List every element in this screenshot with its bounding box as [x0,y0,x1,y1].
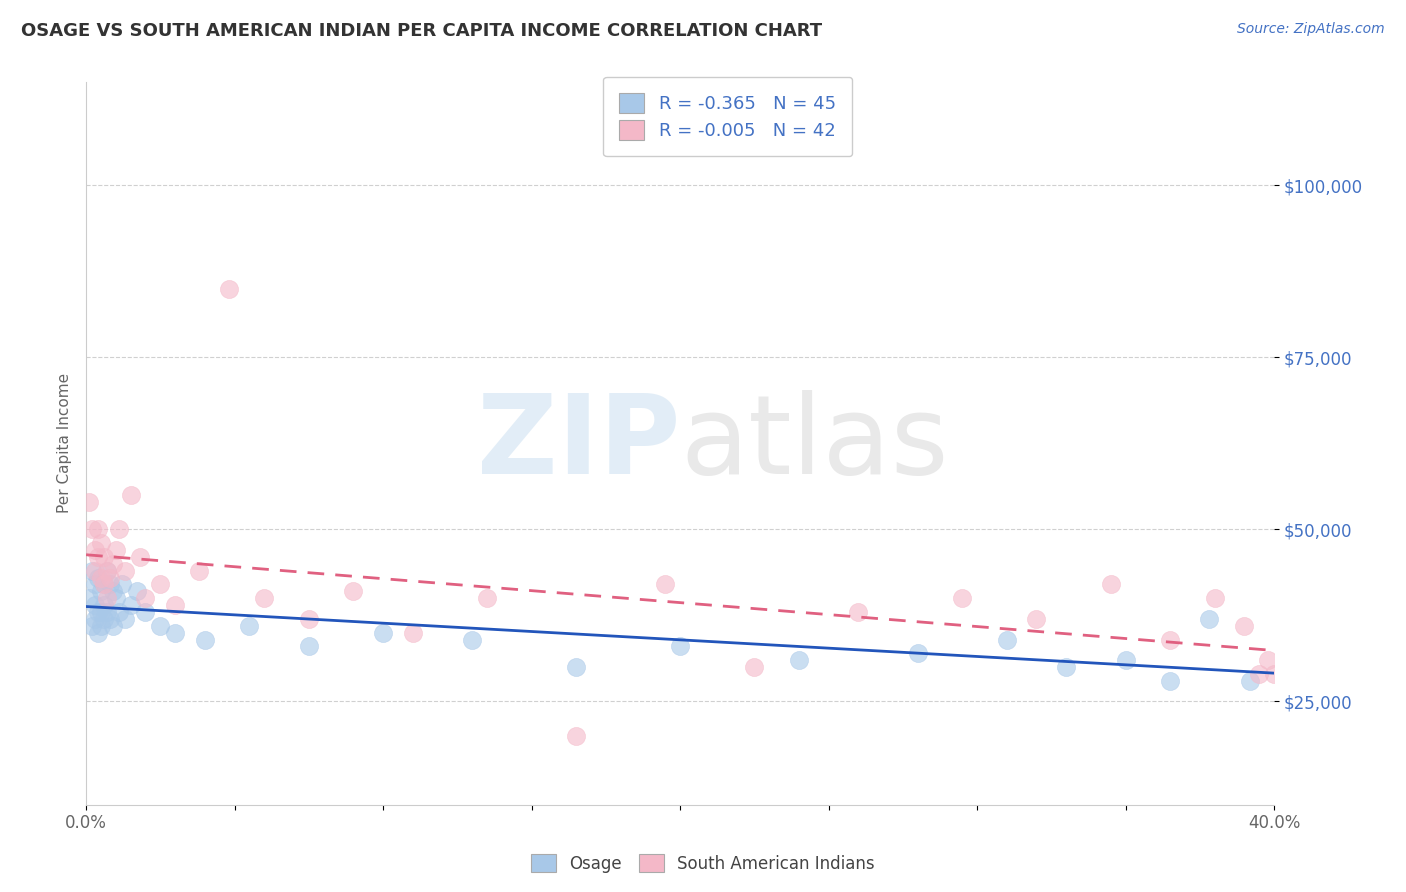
Point [565,660,588,674]
Point [77,495,100,509]
Point [84,612,107,626]
Point [87,571,110,585]
Point [107,523,129,537]
Point [402,625,425,640]
Point [298,640,321,654]
Point [80,619,103,633]
Point [111,577,134,591]
Point [114,564,136,578]
Point [1159,673,1181,688]
Point [101,619,124,633]
Point [87,605,110,619]
Point [565,729,588,743]
Point [90,584,112,599]
Point [1054,660,1077,674]
Point [654,577,676,591]
Point [93,549,115,564]
Point [1099,577,1122,591]
Point [742,660,765,674]
Point [125,584,148,599]
Point [104,543,127,558]
Text: OSAGE VS SOUTH AMERICAN INDIAN PER CAPITA INCOME CORRELATION CHART: OSAGE VS SOUTH AMERICAN INDIAN PER CAPIT… [21,22,823,40]
Point [1115,653,1137,667]
Point [93,598,115,612]
Point [787,653,810,667]
Point [128,549,150,564]
Point [187,564,209,578]
Point [1263,667,1285,681]
Point [93,577,115,591]
Point [98,577,121,591]
Text: atlas: atlas [681,390,949,497]
Point [1159,632,1181,647]
Point [1025,612,1047,626]
Point [120,598,142,612]
Point [1204,591,1226,606]
Point [107,605,129,619]
Point [950,591,973,606]
Point [101,557,124,571]
Point [238,619,260,633]
Point [149,619,172,633]
Point [96,564,118,578]
Point [194,632,217,647]
Point [87,625,110,640]
Point [90,571,112,585]
Point [298,612,321,626]
Point [101,584,124,599]
Point [84,543,107,558]
Point [114,612,136,626]
Point [77,591,100,606]
Point [120,488,142,502]
Point [93,612,115,626]
Point [98,571,121,585]
Point [461,632,484,647]
Point [1198,612,1220,626]
Point [134,605,156,619]
Point [90,619,112,633]
Point [84,598,107,612]
Point [342,584,364,599]
Legend: Osage, South American Indians: Osage, South American Indians [524,847,882,880]
Point [149,577,172,591]
Point [1233,619,1256,633]
Point [165,625,187,640]
Point [669,640,692,654]
Point [84,577,107,591]
Point [84,564,107,578]
Legend: R = -0.365   N = 45, R = -0.005   N = 42: R = -0.365 N = 45, R = -0.005 N = 42 [603,77,852,156]
Point [134,591,156,606]
Point [104,591,127,606]
Point [907,646,929,660]
Point [96,564,118,578]
Point [80,523,103,537]
Point [87,549,110,564]
Point [90,536,112,550]
Point [80,564,103,578]
Point [87,523,110,537]
Point [96,591,118,606]
Point [846,605,869,619]
Point [1239,673,1261,688]
Point [93,577,115,591]
Point [98,612,121,626]
Point [165,598,187,612]
Y-axis label: Per Capita Income: Per Capita Income [58,374,72,514]
Text: ZIP: ZIP [477,390,681,497]
Point [96,605,118,619]
Point [253,591,276,606]
Point [371,625,394,640]
Text: Source: ZipAtlas.com: Source: ZipAtlas.com [1237,22,1385,37]
Point [1257,653,1279,667]
Point [995,632,1018,647]
Point [1249,667,1271,681]
Point [90,605,112,619]
Point [218,282,240,296]
Point [475,591,498,606]
